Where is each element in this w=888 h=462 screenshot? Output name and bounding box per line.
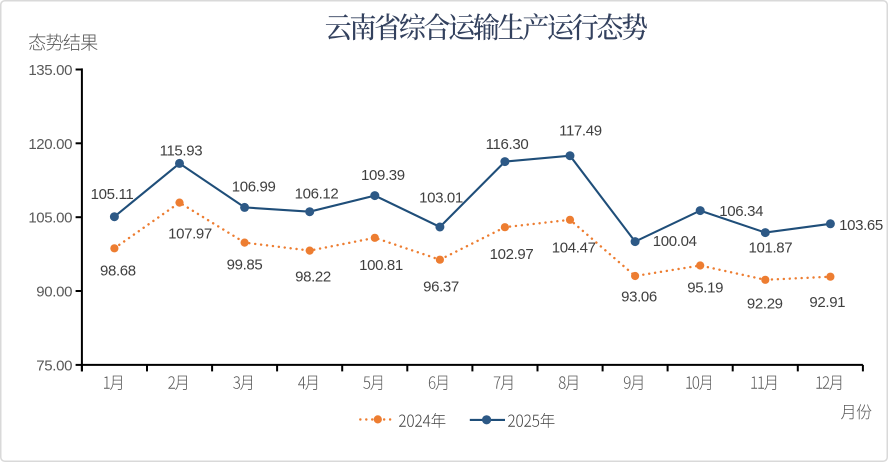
svg-text:75.00: 75.00: [36, 357, 72, 374]
svg-text:95.19: 95.19: [687, 279, 723, 296]
svg-text:99.85: 99.85: [227, 257, 263, 274]
svg-text:92.91: 92.91: [809, 294, 845, 311]
svg-text:109.39: 109.39: [361, 167, 405, 184]
svg-text:101.87: 101.87: [749, 240, 793, 257]
svg-text:105.00: 105.00: [28, 210, 72, 227]
svg-text:104.47: 104.47: [552, 239, 596, 256]
svg-text:103.65: 103.65: [839, 217, 883, 234]
svg-text:93.06: 93.06: [621, 288, 657, 305]
svg-text:98.22: 98.22: [295, 269, 331, 286]
svg-text:100.81: 100.81: [359, 257, 403, 274]
svg-text:98.68: 98.68: [100, 263, 136, 280]
svg-text:90.00: 90.00: [36, 283, 72, 300]
svg-text:103.01: 103.01: [419, 189, 463, 206]
svg-text:100.04: 100.04: [653, 233, 697, 250]
svg-text:106.12: 106.12: [295, 185, 339, 202]
svg-text:92.29: 92.29: [747, 296, 783, 313]
svg-text:96.37: 96.37: [423, 278, 459, 295]
svg-text:117.49: 117.49: [559, 123, 602, 140]
svg-text:106.99: 106.99: [232, 179, 276, 196]
svg-text:106.34: 106.34: [719, 203, 763, 220]
svg-text:102.97: 102.97: [490, 246, 534, 263]
svg-text:120.00: 120.00: [28, 136, 72, 153]
svg-text:115.93: 115.93: [160, 143, 203, 160]
svg-text:105.11: 105.11: [91, 186, 134, 203]
svg-text:107.97: 107.97: [168, 225, 212, 242]
svg-text:135.00: 135.00: [28, 62, 72, 79]
svg-text:116.30: 116.30: [486, 136, 529, 153]
